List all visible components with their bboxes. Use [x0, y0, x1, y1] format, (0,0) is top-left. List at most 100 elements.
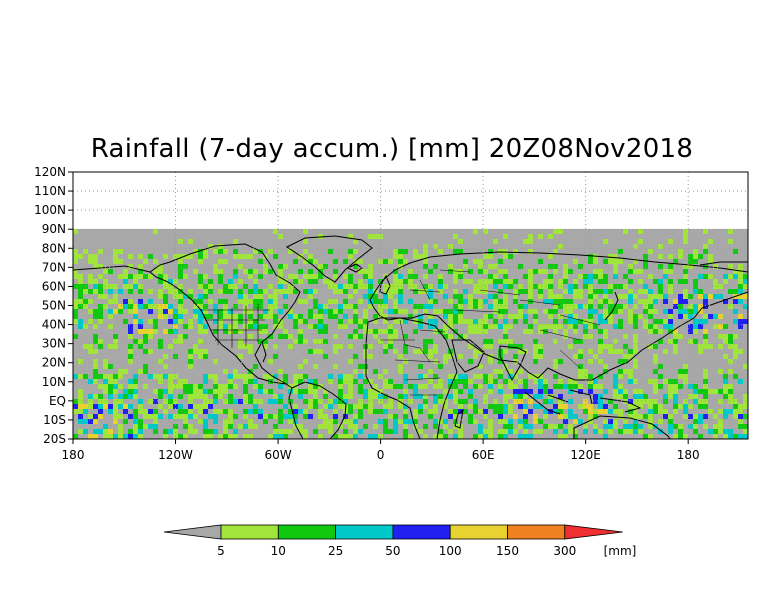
rain-cell [198, 389, 203, 394]
rain-cell [543, 399, 548, 404]
rain-cell [373, 434, 378, 439]
rain-cell [253, 269, 258, 274]
rain-cell [118, 289, 123, 294]
rain-cell [303, 229, 308, 234]
australia-coastline [573, 415, 671, 439]
rain-cell [143, 334, 148, 339]
rain-cell [113, 434, 118, 439]
rain-cell [723, 299, 728, 304]
rain-cell [158, 294, 163, 299]
rain-cell [428, 324, 433, 329]
rain-cell [583, 404, 588, 409]
rain-cell [298, 299, 303, 304]
rain-cell [133, 384, 138, 389]
rain-cell [138, 264, 143, 269]
rain-cell [698, 309, 703, 314]
rain-cell [418, 364, 423, 369]
rain-cell [288, 419, 293, 424]
rain-cell [693, 319, 698, 324]
rain-cell [178, 314, 183, 319]
rain-cell [88, 404, 93, 409]
rain-cell [568, 344, 573, 349]
rain-cell [363, 319, 368, 324]
rain-cell [138, 299, 143, 304]
rain-cell [238, 344, 243, 349]
rain-cell [723, 339, 728, 344]
south-america-coastline [288, 381, 347, 439]
rain-cell [423, 309, 428, 314]
rain-cell [453, 249, 458, 254]
rain-cell [433, 264, 438, 269]
rain-cell [503, 404, 508, 409]
rain-cell [78, 389, 83, 394]
rain-cell [133, 314, 138, 319]
rain-cell [613, 339, 618, 344]
rain-cell [478, 299, 483, 304]
rain-cell [213, 329, 218, 334]
rain-cell [173, 324, 178, 329]
rain-cell [663, 319, 668, 324]
alaska-coastline-west [73, 265, 151, 273]
rain-cell [133, 339, 138, 344]
rain-cell [313, 324, 318, 329]
rain-cell [133, 284, 138, 289]
rain-cell [393, 334, 398, 339]
rain-cell [313, 404, 318, 409]
rain-cell [643, 434, 648, 439]
rain-cell [733, 409, 738, 414]
rain-cell [223, 289, 228, 294]
rain-cell [178, 254, 183, 259]
rain-cell [713, 314, 718, 319]
rain-cell [153, 374, 158, 379]
rain-cell [733, 434, 738, 439]
rain-cell [208, 299, 213, 304]
rain-cell [98, 264, 103, 269]
rain-cell [653, 409, 658, 414]
rain-cell [123, 369, 128, 374]
rain-cell [138, 304, 143, 309]
rain-cell [693, 429, 698, 434]
rain-cell [523, 304, 528, 309]
rain-cell [678, 304, 683, 309]
rain-cell [508, 339, 513, 344]
rain-cell [383, 314, 388, 319]
rain-cell [408, 284, 413, 289]
rain-cell [293, 319, 298, 324]
rain-cell [558, 299, 563, 304]
rain-cell [513, 289, 518, 294]
rain-cell [203, 389, 208, 394]
rain-cell [303, 289, 308, 294]
rain-cell [663, 294, 668, 299]
rain-cell [488, 249, 493, 254]
rain-cell [593, 294, 598, 299]
rain-cell [618, 369, 623, 374]
rain-cell [398, 419, 403, 424]
rain-cell [248, 374, 253, 379]
rain-cell [273, 344, 278, 349]
rain-cell [303, 339, 308, 344]
rain-cell [473, 434, 478, 439]
rain-cell [558, 384, 563, 389]
rain-cell [138, 424, 143, 429]
rain-cell [503, 279, 508, 284]
rain-cell [648, 434, 653, 439]
rain-cell [128, 329, 133, 334]
rain-cell [223, 259, 228, 264]
rain-cell [703, 344, 708, 349]
rain-cell [673, 344, 678, 349]
rain-cell [513, 389, 518, 394]
rain-cell [223, 329, 228, 334]
rain-cell [613, 254, 618, 259]
rain-cell [73, 304, 78, 309]
rain-cell [713, 389, 718, 394]
rain-cell [258, 274, 263, 279]
rain-cell [328, 399, 333, 404]
rain-cell [498, 389, 503, 394]
rain-cell [233, 239, 238, 244]
rain-cell [643, 399, 648, 404]
rain-cell [328, 284, 333, 289]
rain-cell [148, 424, 153, 429]
rain-cell [628, 319, 633, 324]
rain-cell [348, 294, 353, 299]
rain-cell [223, 419, 228, 424]
